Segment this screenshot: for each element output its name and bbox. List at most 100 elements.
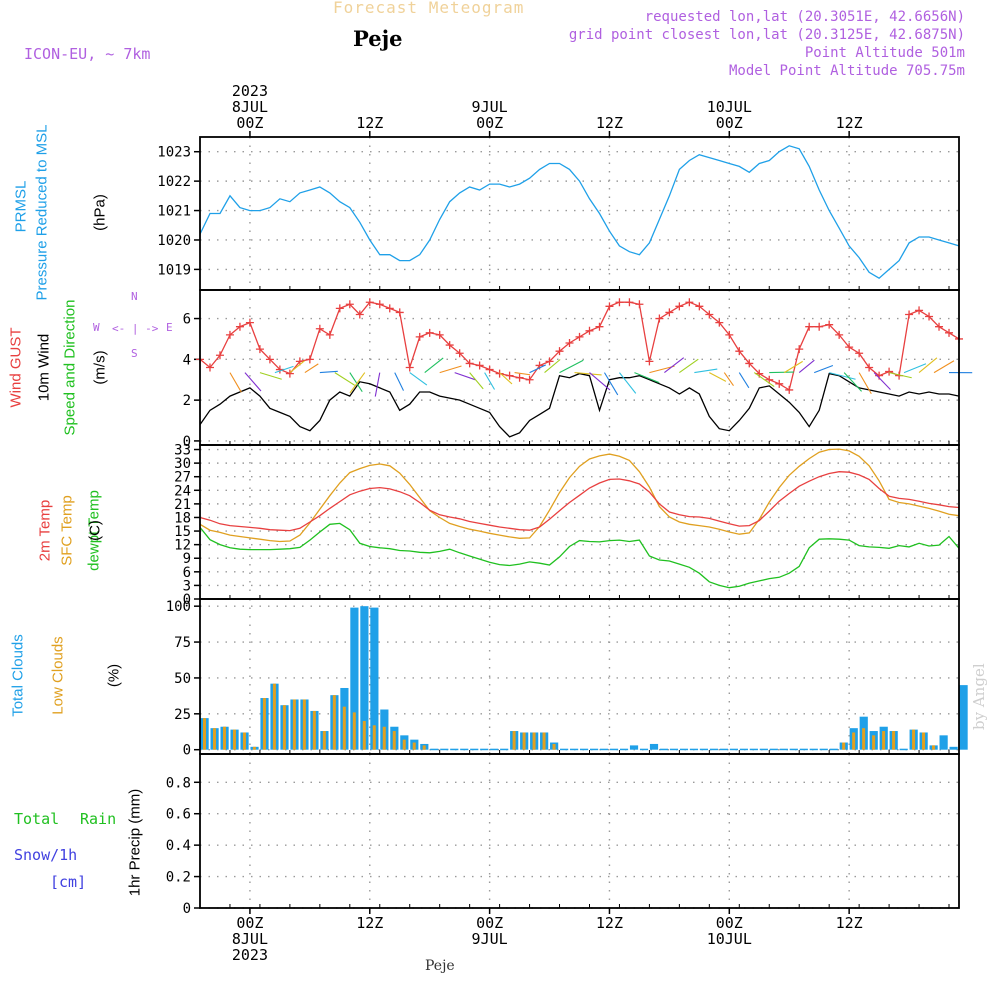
footer-location: Peje <box>425 958 455 974</box>
wind-arrow <box>813 364 834 374</box>
y-tick-label: 1020 <box>157 233 191 249</box>
cloud-total-bar <box>460 748 469 751</box>
cloud-total-bar <box>739 748 748 751</box>
cloud-total-bar <box>470 748 479 751</box>
cloud-total-bar <box>500 748 509 751</box>
cloud-low-bar <box>272 683 276 750</box>
cloud-total-bar <box>480 748 489 751</box>
gust-marker <box>915 306 924 315</box>
gust-marker <box>425 328 434 337</box>
gust-marker <box>225 330 234 339</box>
y-tick-label: 21 <box>174 497 191 513</box>
cloud-total-bar <box>609 748 619 751</box>
gust-marker <box>845 343 854 352</box>
time-label-bottom: 8JUL <box>232 930 268 948</box>
cloud-low-bar <box>892 731 896 750</box>
y-tick-label: 0.6 <box>166 807 191 823</box>
cloud-total-bar <box>939 735 948 750</box>
y-tick-label: 6 <box>183 312 191 328</box>
direction-arrow: <- | -> <box>112 322 159 335</box>
cloud-total-bar <box>949 746 958 750</box>
cloud-total-bar <box>679 748 689 751</box>
gust-marker <box>655 314 664 323</box>
cloud-low-bar <box>352 712 356 750</box>
cloud-total-bar <box>450 748 459 751</box>
wind-arrow <box>484 372 495 390</box>
gust-marker <box>345 300 354 309</box>
wind-arrow <box>603 372 619 396</box>
wind-arrow <box>244 372 262 392</box>
y-tick-label: 33 <box>174 443 191 459</box>
cloud-low-bar <box>222 726 226 750</box>
cloud-total-bar <box>599 748 609 751</box>
gust-marker <box>365 298 374 307</box>
wind-arrow <box>933 360 955 374</box>
gust-marker <box>475 361 484 370</box>
direction-w: W <box>93 321 100 334</box>
cloud-low-bar <box>362 720 366 750</box>
wind-arrow <box>753 372 775 388</box>
cloud-total-bar <box>629 745 639 750</box>
y-tick-label: 0.2 <box>166 870 191 886</box>
gust-marker <box>945 328 954 337</box>
gust-marker <box>545 357 554 366</box>
gust-marker <box>325 330 334 339</box>
gust-marker <box>245 318 254 327</box>
cloud-low-bar <box>302 699 306 750</box>
cloud-total-bar <box>699 748 709 751</box>
gust-marker <box>835 330 844 339</box>
cloud-total-bar <box>769 748 778 751</box>
wind-arrow <box>349 372 363 392</box>
gust-marker <box>575 332 584 341</box>
wind-arrow <box>888 372 912 379</box>
wind-arrow <box>514 372 531 376</box>
y-tick-label: 0.4 <box>166 838 191 854</box>
dewpt-line <box>199 522 960 589</box>
y-tick-label: 0 <box>183 901 191 917</box>
wind-arrow <box>529 364 547 374</box>
precip-snow-label: Snow/1h <box>14 846 78 864</box>
y-tick-label: 18 <box>174 510 191 526</box>
time-label-bottom: 00Z <box>716 914 743 932</box>
wind-arrow <box>783 360 803 374</box>
cloud-low-bar <box>332 695 336 750</box>
wind-arrow <box>559 359 584 374</box>
cloud-total-bar <box>789 748 798 751</box>
cloud-total-bar <box>759 748 768 751</box>
grid-point-coords: grid point closest lon,lat (20.3125E, 42… <box>568 27 965 43</box>
cloud-low-bar <box>282 705 286 750</box>
wind-arrow <box>858 372 872 395</box>
panel-frame <box>199 444 960 600</box>
gust-marker <box>785 385 794 394</box>
cloud-total-bar <box>580 748 589 751</box>
y-tick-label: 4 <box>183 352 191 368</box>
cloud-low-bar <box>382 726 386 750</box>
precip-total-label: Total <box>14 810 60 828</box>
time-label-bottom: 2023 <box>232 946 268 964</box>
gust-marker <box>265 355 274 364</box>
gust-marker <box>725 330 734 339</box>
wind-arrow <box>798 359 815 374</box>
gust-marker <box>825 320 834 329</box>
y-tick-label: 25 <box>174 707 191 723</box>
gust-marker <box>775 379 784 388</box>
wind-arrow <box>544 359 561 374</box>
cloud-low-bar <box>512 731 516 750</box>
wind-arrow <box>769 371 795 374</box>
gust-marker <box>765 375 774 384</box>
model-altitude: Model Point Altitude 705.75m <box>728 63 965 79</box>
wind-arrow <box>229 372 242 393</box>
gust-marker <box>885 367 894 376</box>
gust-marker <box>565 339 574 348</box>
wind-arrow <box>918 357 938 374</box>
wind-arrow <box>319 370 338 374</box>
cloud-total-bar <box>819 748 828 751</box>
y-tick-label: 0.8 <box>166 775 191 791</box>
y-tick-label: 0 <box>183 743 191 759</box>
cloud-total-bar <box>899 748 908 751</box>
gust-marker <box>925 312 934 321</box>
cloud-total-bar <box>639 748 649 751</box>
y-tick-label: 30 <box>174 456 191 472</box>
time-label-bottom: 12Z <box>836 914 863 932</box>
wind-arrow <box>709 372 727 382</box>
